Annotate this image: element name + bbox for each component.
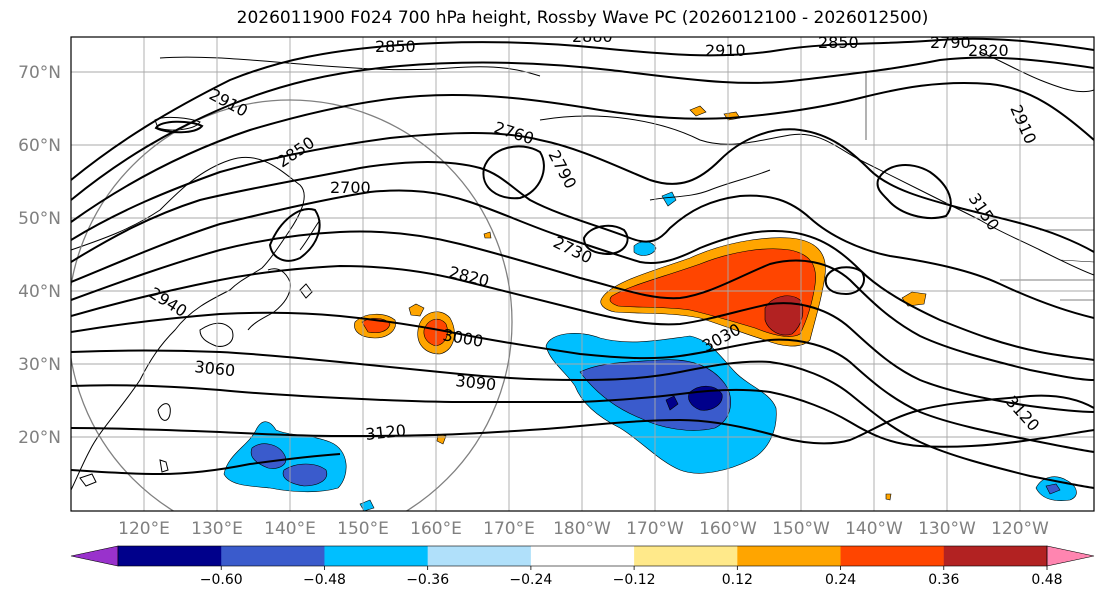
colorbar-segment — [943, 546, 1048, 566]
focus-circle — [71, 99, 513, 511]
colorbar-extend-max — [1046, 545, 1095, 567]
colorbar-tick-label: −0.24 — [509, 572, 552, 588]
lat-label-40: 40°N — [18, 282, 61, 302]
lat-label-50: 50°N — [18, 209, 61, 229]
longitude-labels: 120°E 130°E 140°E 150°E 160°E 170°E 180°… — [118, 519, 1049, 539]
lon-label-140w: 140°W — [845, 519, 903, 539]
contour-label-3060: 3060 — [194, 357, 236, 380]
lat-label-60: 60°N — [18, 136, 61, 156]
contour-label-3120-west: 3120 — [364, 421, 406, 444]
lon-label-160e: 160°E — [410, 519, 462, 539]
map-plot-area: 2850 2880 2910 2850 2790 2820 2910 2760 … — [71, 27, 1094, 511]
colorbar-segment — [634, 546, 738, 566]
colorbar-outline — [117, 545, 1048, 567]
contour-label-2700: 2700 — [330, 178, 371, 197]
lat-label-70: 70°N — [18, 63, 61, 83]
contour-label-2850-east: 2850 — [818, 33, 859, 52]
lon-label-170w: 170°W — [626, 519, 684, 539]
colorbar-tick-label: −0.36 — [406, 572, 449, 588]
colorbar-tick-label: −0.12 — [613, 572, 656, 588]
colorbar-segment — [221, 546, 325, 566]
lon-label-150w: 150°W — [772, 519, 830, 539]
contour-label-2820-east: 2820 — [968, 41, 1009, 60]
colorbar-tick-label: 0.12 — [722, 572, 753, 588]
colorbar-ticks: −0.60 −0.48 −0.36 −0.24 −0.12 0.12 0.24 0.36 0.4… — [200, 566, 1063, 588]
colorbar-segment — [427, 546, 532, 566]
lon-label-120w: 120°W — [991, 519, 1049, 539]
colorbar-segments — [118, 546, 1048, 566]
contour-label-2790-east: 2790 — [930, 33, 971, 52]
lon-label-120e: 120°E — [118, 519, 170, 539]
colorbar-tick-label: −0.60 — [200, 572, 243, 588]
colorbar-segment — [530, 546, 635, 566]
lon-label-130e: 130°E — [191, 519, 243, 539]
colorbar-tick-label: 0.36 — [928, 572, 959, 588]
lat-label-20: 20°N — [18, 428, 61, 448]
lon-label-160w: 160°W — [699, 519, 757, 539]
lon-label-170e: 170°E — [483, 519, 535, 539]
height-contours — [71, 37, 1094, 489]
colorbar-segment — [737, 546, 842, 566]
colorbar-segment — [840, 546, 945, 566]
lon-label-130w: 130°W — [918, 519, 976, 539]
contour-label-3090: 3090 — [455, 371, 497, 394]
colorbar-extend-min — [70, 545, 119, 567]
colorbar: −0.60 −0.48 −0.36 −0.24 −0.12 0.12 0.24 0.36 0.4… — [70, 545, 1095, 588]
colorbar-tick-label: 0.48 — [1031, 572, 1062, 588]
map-title: 2026011900 F024 700 hPa height, Rossby W… — [236, 8, 929, 28]
latitude-labels: 70°N 60°N 50°N 40°N 30°N 20°N — [18, 63, 61, 448]
contour-label-2880: 2880 — [572, 27, 613, 46]
lon-label-150e: 150°E — [337, 519, 389, 539]
lat-label-30: 30°N — [18, 355, 61, 375]
colorbar-segment — [324, 546, 429, 566]
colorbar-segment — [118, 546, 222, 566]
contour-label-2910-north: 2910 — [705, 41, 746, 60]
lon-label-140e: 140°E — [264, 519, 316, 539]
contour-label-2850-north: 2850 — [375, 37, 416, 56]
colorbar-tick-label: −0.48 — [303, 572, 346, 588]
colorbar-tick-label: 0.24 — [825, 572, 856, 588]
lon-label-180w: 180°W — [553, 519, 611, 539]
map-frame — [70, 36, 1095, 512]
political-boundaries — [865, 72, 1094, 301]
coastlines — [71, 51, 1094, 491]
